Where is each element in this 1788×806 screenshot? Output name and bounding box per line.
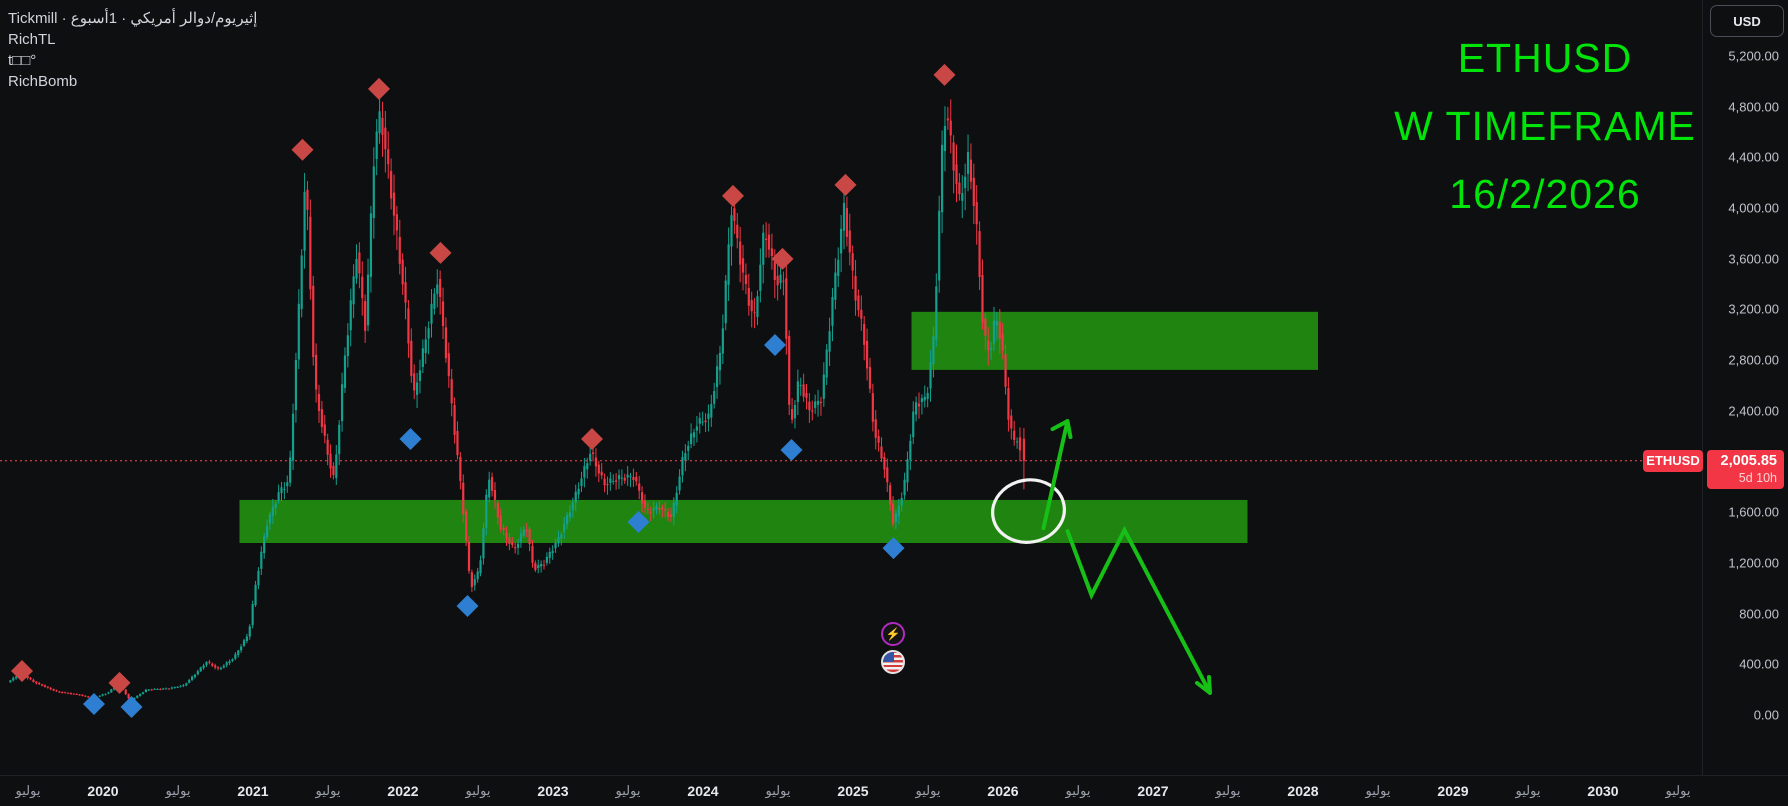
year-tick: 2026 bbox=[987, 783, 1019, 799]
buy-signal-diamond[interactable] bbox=[780, 438, 803, 461]
price-axis[interactable]: 5,200.00 4,800.00 4,400.00 4,000.00 3,600.00… bbox=[1702, 0, 1788, 775]
sell-signal-diamond[interactable] bbox=[108, 671, 131, 694]
month-tick: يوليو bbox=[615, 783, 641, 798]
price-tick: 1,200.00 bbox=[1728, 555, 1779, 571]
text-drawing-title[interactable]: ETHUSD W TIMEFRAME 16/2/2026 bbox=[1380, 24, 1710, 228]
up-arrow-drawing[interactable] bbox=[1041, 419, 1073, 531]
year-tick: 2022 bbox=[387, 783, 419, 799]
price-tick: 2,800.00 bbox=[1728, 352, 1779, 368]
zigzag-down-arrow-drawing[interactable] bbox=[1065, 525, 1212, 695]
price-flag-value: 2,005.85 bbox=[1720, 452, 1777, 469]
sell-signal-diamond[interactable] bbox=[722, 184, 744, 207]
sell-signal-diamond[interactable] bbox=[11, 660, 33, 683]
lightning-event-icon[interactable]: ⚡ bbox=[881, 622, 905, 646]
year-tick: 2021 bbox=[237, 783, 269, 799]
time-axis[interactable]: يوليو 2020 يوليو 2021 يوليو 2022 يوليو 2023 يولي… bbox=[0, 775, 1788, 806]
price-tick: 400.00 bbox=[1739, 656, 1779, 672]
buy-signal-diamond[interactable] bbox=[120, 696, 143, 719]
price-tick: 4,000.00 bbox=[1728, 200, 1779, 216]
buy-signal-diamond[interactable] bbox=[882, 537, 905, 560]
price-tick: 2,400.00 bbox=[1728, 403, 1779, 419]
year-tick: 2023 bbox=[537, 783, 569, 799]
indicator-richbomb[interactable]: RichBomb bbox=[8, 73, 78, 90]
candle-countdown: 5d 10h bbox=[1738, 470, 1777, 485]
month-tick: يوليو bbox=[15, 783, 41, 798]
flag-canton bbox=[883, 652, 894, 662]
month-tick: يوليو bbox=[1065, 783, 1091, 798]
month-tick: يوليو bbox=[165, 783, 191, 798]
price-tick: 4,400.00 bbox=[1728, 149, 1779, 165]
upper-green-zone[interactable] bbox=[911, 311, 1319, 370]
sell-signal-diamond[interactable] bbox=[771, 247, 794, 270]
currency-toggle-button[interactable]: USD bbox=[1710, 5, 1784, 37]
title-symbol: ETHUSD bbox=[1457, 35, 1633, 81]
buy-signal-diamond[interactable] bbox=[764, 334, 786, 357]
price-tick: 3,600.00 bbox=[1728, 251, 1779, 267]
year-tick: 2027 bbox=[1137, 783, 1169, 799]
symbol-legend: Tickmill · عوبسأ1 · يكيرمأ رلاود/مويريثإ… bbox=[8, 8, 257, 92]
indicator-t-row[interactable]: t□□° bbox=[8, 52, 37, 69]
indicator-richtl[interactable]: RichTL bbox=[8, 31, 56, 48]
buy-signal-diamond[interactable] bbox=[399, 427, 422, 450]
highlight-circle-drawing[interactable] bbox=[988, 474, 1070, 548]
price-tick: 5,200.00 bbox=[1728, 48, 1779, 64]
buy-signal-diamond[interactable] bbox=[627, 510, 650, 533]
sell-signal-diamond[interactable] bbox=[291, 138, 314, 161]
month-tick: يوليو bbox=[765, 783, 791, 798]
sell-signal-diamond[interactable] bbox=[834, 173, 857, 196]
price-flag-symbol: ETHUSD bbox=[1643, 449, 1703, 472]
symbol-title-row[interactable]: Tickmill · عوبسأ1 · يكيرمأ رلاود/مويريثإ bbox=[8, 10, 258, 27]
title-timeframe: W TIMEFRAME bbox=[1394, 103, 1696, 149]
us-flag-event-icon[interactable] bbox=[881, 650, 905, 674]
sell-signal-diamond[interactable] bbox=[581, 427, 603, 450]
buy-signal-diamond[interactable] bbox=[83, 692, 105, 715]
year-tick: 2028 bbox=[1287, 783, 1319, 799]
price-tick: 800.00 bbox=[1739, 606, 1779, 622]
year-tick: 2025 bbox=[837, 783, 869, 799]
price-tick: 1,600.00 bbox=[1728, 504, 1779, 520]
month-tick: يوليو bbox=[1665, 783, 1691, 798]
price-flag-box: 2,005.85 5d 10h bbox=[1707, 449, 1784, 489]
year-tick: 2020 bbox=[87, 783, 119, 799]
year-tick: 2030 bbox=[1587, 783, 1619, 799]
price-tick: 3,200.00 bbox=[1728, 301, 1779, 317]
candlestick-series bbox=[9, 91, 1025, 701]
lower-green-zone[interactable] bbox=[239, 499, 1248, 544]
year-tick: 2029 bbox=[1437, 783, 1469, 799]
month-tick: يوليو bbox=[465, 783, 491, 798]
title-date: 16/2/2026 bbox=[1449, 171, 1641, 217]
year-tick: 2024 bbox=[687, 783, 719, 799]
buy-signal-diamond[interactable] bbox=[456, 595, 479, 618]
month-tick: يوليو bbox=[915, 783, 941, 798]
month-tick: يوليو bbox=[315, 783, 341, 798]
month-tick: يوليو bbox=[1215, 783, 1241, 798]
month-tick: يوليو bbox=[1365, 783, 1391, 798]
sell-signal-diamond[interactable] bbox=[368, 77, 390, 100]
sell-signal-diamond[interactable] bbox=[429, 241, 452, 264]
price-tick: 0.00 bbox=[1753, 707, 1779, 723]
price-tick: 4,800.00 bbox=[1728, 99, 1779, 115]
sell-signal-diamond[interactable] bbox=[933, 63, 956, 86]
price-axis-divider bbox=[1702, 0, 1703, 775]
month-tick: يوليو bbox=[1515, 783, 1541, 798]
